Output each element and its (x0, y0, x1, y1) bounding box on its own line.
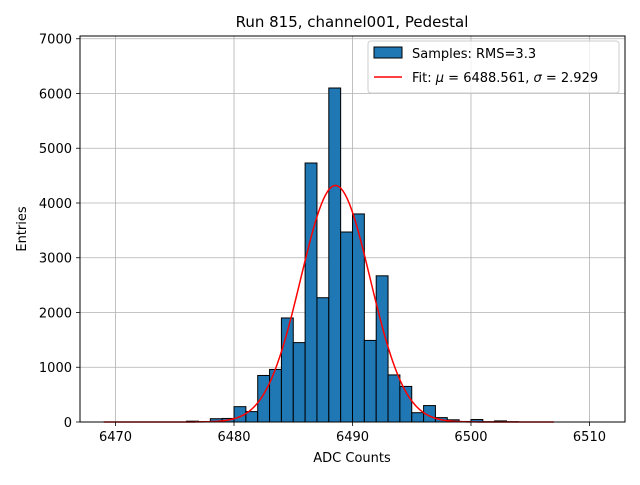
y-tick-label: 7000 (39, 33, 72, 48)
legend-samples-swatch (374, 47, 402, 58)
y-tick-label: 5000 (39, 142, 72, 157)
y-tick-label: 4000 (39, 197, 72, 212)
x-tick-label: 6500 (454, 430, 487, 445)
fit-sigma-value: = 2.929 (542, 71, 598, 86)
y-tick-label: 6000 (39, 87, 72, 102)
y-tick-label: 1000 (39, 361, 72, 376)
histogram-bar (412, 413, 424, 422)
x-axis-label: ADC Counts (313, 451, 391, 466)
y-tick-label: 0 (64, 416, 72, 431)
y-tick-label: 3000 (39, 252, 72, 267)
x-tick-label: 6510 (573, 430, 606, 445)
y-tick-label: 2000 (39, 306, 72, 321)
legend-fit-label: Fit: μ = 6488.561, σ = 2.929 (412, 71, 598, 86)
legend-samples-label: Samples: RMS=3.3 (412, 47, 536, 62)
fit-prefix: Fit: (412, 71, 436, 86)
fit-mu-symbol: μ (435, 71, 444, 86)
legend: Samples: RMS=3.3 Fit: μ = 6488.561, σ = … (368, 41, 619, 93)
histogram-bar (376, 276, 388, 422)
histogram-bar (364, 340, 376, 422)
y-axis-label: Entries (15, 206, 30, 252)
histogram-bar (293, 343, 305, 422)
chart-title: Run 815, channel001, Pedestal (236, 13, 469, 31)
x-tick-label: 6480 (217, 430, 250, 445)
histogram-bar (329, 88, 341, 422)
histogram-bar (258, 375, 270, 422)
histogram-bar (341, 232, 353, 422)
x-tick-label: 6490 (336, 430, 369, 445)
histogram-bar (305, 163, 317, 422)
histogram-bar (388, 375, 400, 422)
histogram-bar (317, 298, 329, 422)
x-tick-label: 6470 (99, 430, 132, 445)
fit-mu-value: = 6488.561, (444, 71, 533, 86)
